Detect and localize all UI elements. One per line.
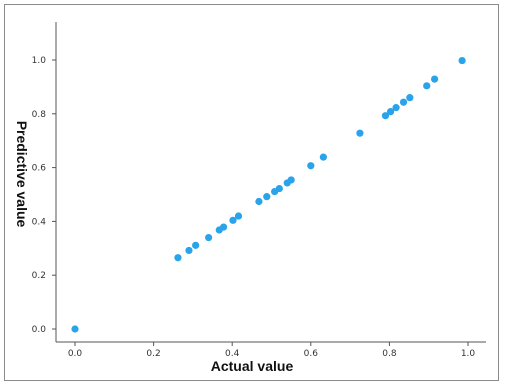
data-point — [205, 233, 213, 242]
data-point — [192, 241, 200, 249]
chart-frame — [4, 4, 499, 381]
data-point — [255, 197, 263, 206]
data-point — [406, 94, 414, 102]
y-tick-label: 1.0 — [32, 56, 47, 66]
x-tick-label: 0.0 — [68, 349, 83, 359]
data-point — [174, 254, 182, 262]
data-point — [381, 112, 390, 120]
data-point — [386, 108, 395, 116]
x-tick-label: 0.2 — [146, 349, 160, 359]
y-tick-label: 0.4 — [32, 217, 47, 227]
data-point — [234, 212, 243, 220]
data-point — [399, 98, 408, 106]
data-point — [185, 246, 193, 255]
data-point — [458, 56, 466, 65]
data-points — [71, 56, 466, 333]
data-point — [275, 184, 283, 193]
x-axis-label: Actual value — [211, 358, 294, 374]
data-point — [423, 82, 431, 90]
data-point — [307, 162, 315, 170]
y-tick-label: 0.8 — [32, 110, 47, 120]
data-point — [263, 193, 271, 201]
x-tick-label: 0.8 — [382, 349, 397, 359]
x-tick-label: 0.4 — [225, 349, 240, 359]
data-point — [71, 325, 79, 333]
y-axis-label: Predictive value — [14, 121, 30, 228]
data-point — [430, 75, 439, 83]
y-tick-label: 0.0 — [32, 325, 47, 335]
ticks: 0.0 0.2 0.4 0.6 0.8 1.0 0.0 0.2 0.4 0.6 0.8 1.0 — [32, 56, 476, 359]
data-point — [229, 216, 237, 224]
x-tick-label: 1.0 — [461, 349, 476, 359]
x-tick-label: 0.6 — [304, 349, 319, 359]
y-tick-label: 0.2 — [32, 271, 46, 281]
data-point — [392, 104, 400, 112]
data-point — [219, 223, 228, 231]
axes — [55, 22, 486, 343]
data-point — [319, 153, 327, 161]
data-point — [287, 176, 295, 184]
y-tick-label: 0.6 — [32, 164, 47, 174]
data-point — [356, 129, 364, 137]
